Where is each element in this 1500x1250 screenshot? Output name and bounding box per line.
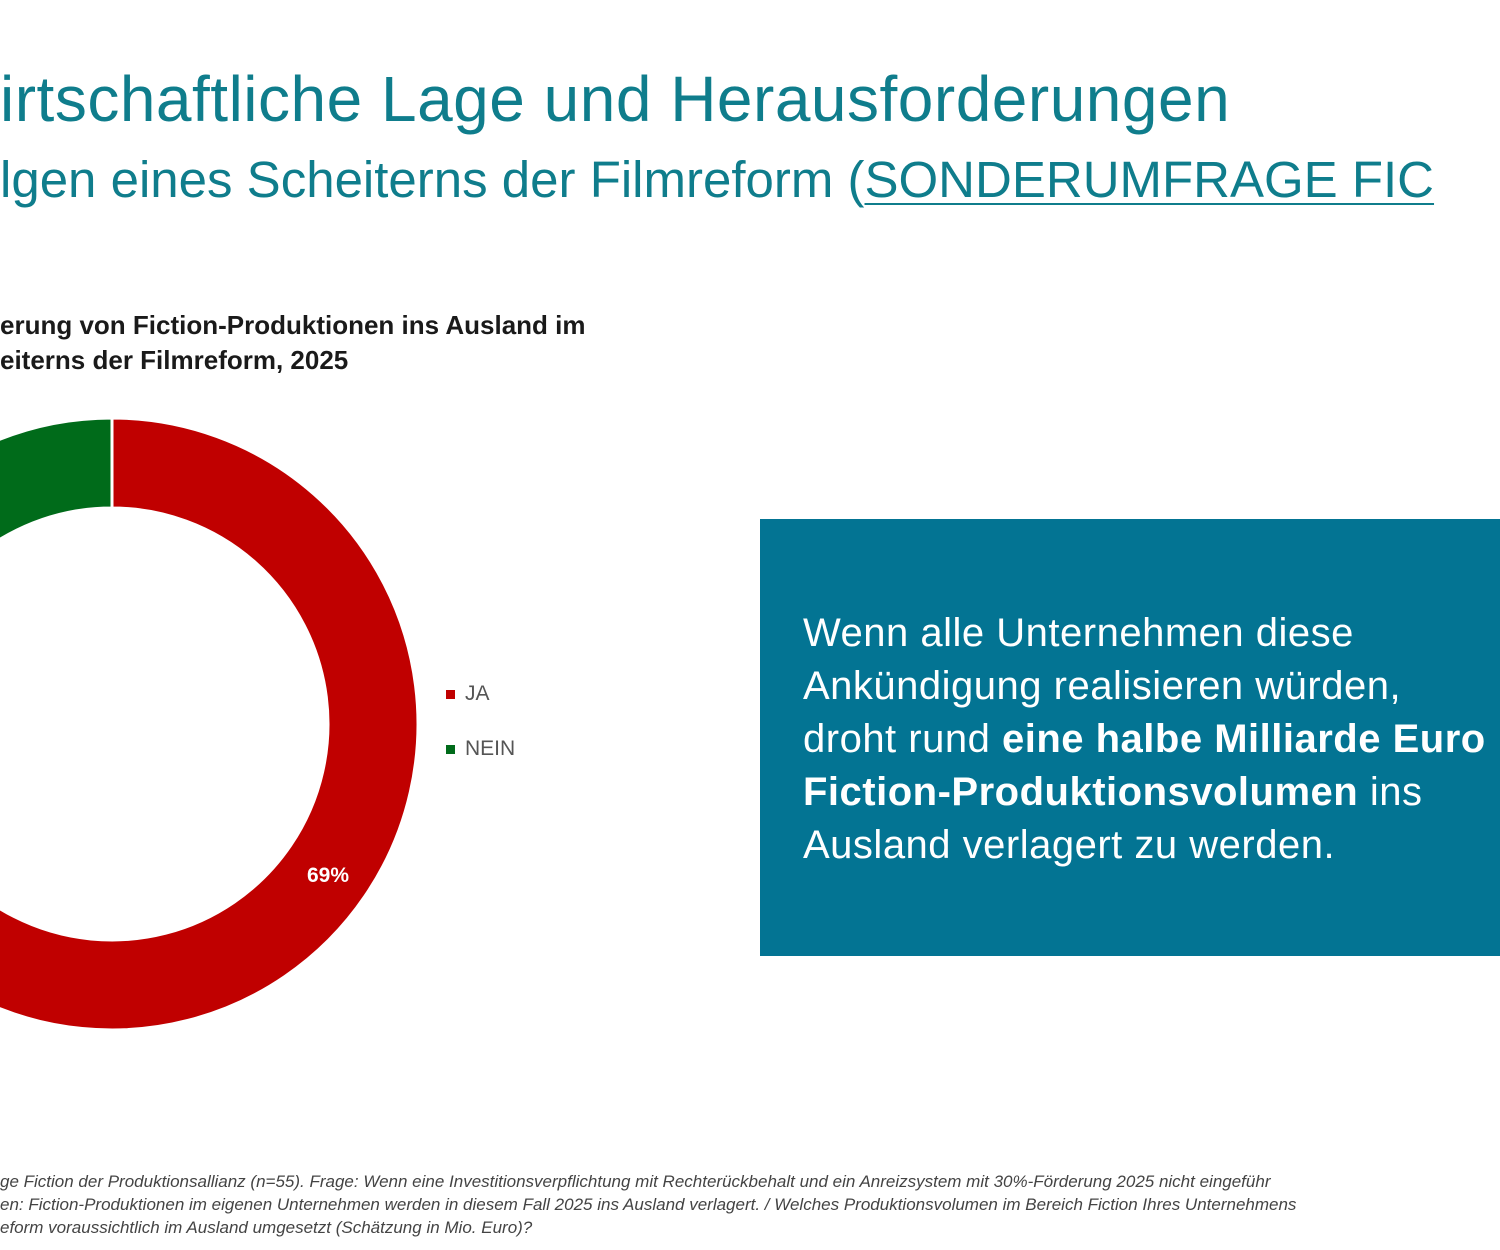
callout-line-1: Wenn alle Unternehmen diese <box>803 611 1354 655</box>
data-label-ja: 69% <box>307 864 349 887</box>
legend-item-nein: NEIN <box>446 735 515 763</box>
callout-line-3: droht rund eine halbe Milliarde Euro <box>803 713 1486 766</box>
callout-text: Wenn alle Unternehmen diese Ankündigung … <box>803 607 1486 872</box>
donut-segment-nein <box>0 416 114 542</box>
footnote: ge Fiction der Produktionsallianz (n=55)… <box>0 1170 1296 1239</box>
legend-label-ja: JA <box>465 682 490 705</box>
callout-text-normal: ins <box>1358 770 1423 814</box>
chart-title: erung von Fiction-Produktionen ins Ausla… <box>0 308 586 378</box>
donut-chart: 69%31% <box>0 416 420 1032</box>
callout-line-2: Ankündigung realisieren würden, <box>803 664 1402 708</box>
footnote-line-3: eform voraussichtlich im Ausland umgeset… <box>0 1218 533 1237</box>
legend-label-nein: NEIN <box>465 737 516 760</box>
chart-title-line-2: eiterns der Filmreform, 2025 <box>0 345 349 375</box>
callout-text-bold: eine halbe Milliarde Euro <box>1001 717 1486 761</box>
callout-box: Wenn alle Unternehmen diese Ankündigung … <box>760 519 1500 956</box>
subtitle-text: lgen eines Scheiterns der Filmreform ( <box>0 151 865 208</box>
chart-legend: JA NEIN <box>446 680 515 790</box>
page-subtitle: lgen eines Scheiterns der Filmreform (SO… <box>0 150 1434 209</box>
subtitle-link[interactable]: SONDERUMFRAGE FIC <box>864 151 1435 208</box>
callout-line-5: Ausland verlagert zu werden. <box>803 823 1336 867</box>
donut-segment-ja <box>0 416 420 1032</box>
legend-swatch-nein <box>446 744 455 754</box>
callout-text-normal: droht rund <box>803 717 1002 761</box>
callout-text-bold: Fiction-Produktionsvolumen <box>803 770 1359 814</box>
page-title: irtschaftliche Lage und Herausforderunge… <box>0 63 1231 135</box>
legend-swatch-ja <box>446 689 455 699</box>
chart-title-line-1: erung von Fiction-Produktionen ins Ausla… <box>0 310 586 340</box>
callout-line-4: Fiction-Produktionsvolumen ins <box>803 766 1486 819</box>
legend-item-ja: JA <box>446 680 515 708</box>
footnote-line-2: en: Fiction-Produktionen im eigenen Unte… <box>0 1195 1297 1214</box>
footnote-line-1: ge Fiction der Produktionsallianz (n=55)… <box>0 1172 1271 1191</box>
